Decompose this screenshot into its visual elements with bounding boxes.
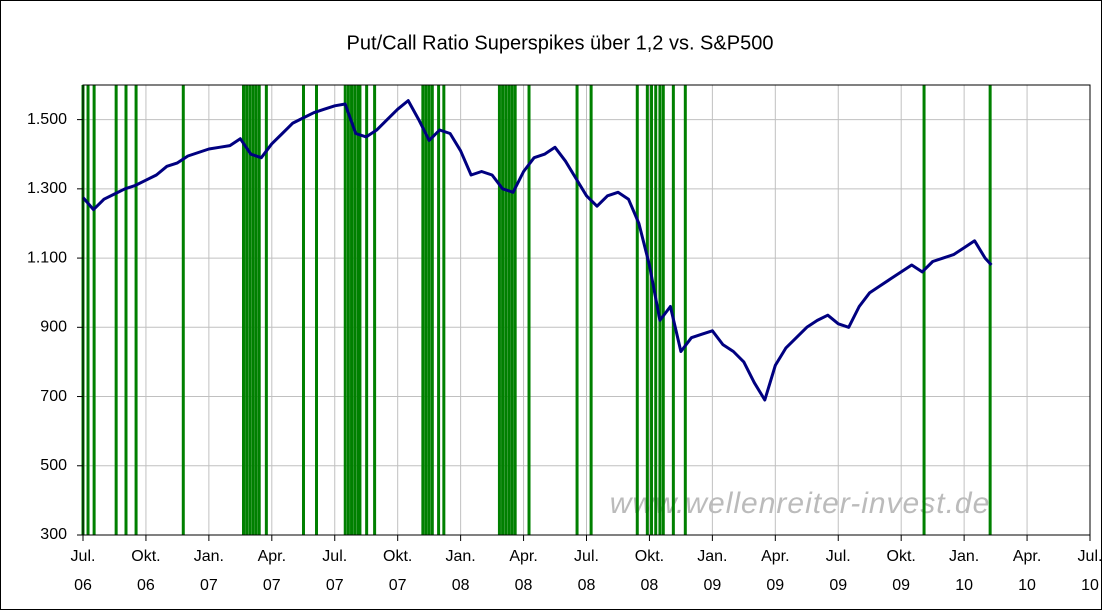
spike — [358, 85, 362, 535]
spike — [442, 85, 446, 535]
spike — [314, 85, 318, 535]
spike — [527, 85, 531, 535]
spike — [343, 85, 347, 535]
x-tick-label: Okt. 07 — [383, 548, 412, 594]
x-tick-label: Jan. 07 — [194, 548, 224, 594]
spike — [510, 85, 514, 535]
spike — [86, 85, 90, 535]
chart-title: Put/Call Ratio Superspikes über 1,2 vs. … — [347, 32, 774, 54]
spike — [350, 85, 354, 535]
spike — [353, 85, 357, 535]
spike — [988, 85, 992, 535]
spike — [365, 85, 369, 535]
spike — [504, 85, 508, 535]
spike — [650, 85, 654, 535]
watermark: www.wellenreiter-invest.de — [610, 487, 991, 520]
y-tick-label: 1.100 — [27, 249, 67, 266]
y-tick-label: 900 — [40, 319, 67, 336]
spike — [421, 85, 425, 535]
spike — [134, 85, 138, 535]
spike — [346, 85, 350, 535]
y-tick-label: 1.300 — [27, 180, 67, 197]
x-tick-label: Jan. 08 — [446, 548, 476, 594]
spike — [645, 85, 649, 535]
y-tick-label: 1.500 — [27, 111, 67, 128]
x-tick-label: Apr. 08 — [509, 548, 537, 594]
x-tick-label: Jan. 10 — [949, 548, 979, 594]
spike — [501, 85, 505, 535]
spike — [254, 85, 258, 535]
spike — [264, 85, 268, 535]
x-tick-label: Jul. 08 — [574, 548, 599, 594]
spike — [575, 85, 579, 535]
x-tick-label: Okt. 06 — [131, 548, 160, 594]
spike — [427, 85, 431, 535]
spike — [661, 85, 665, 535]
spike — [124, 85, 128, 535]
spike — [356, 85, 360, 535]
spike — [922, 85, 926, 535]
x-tick-label: Jul. 07 — [322, 548, 347, 594]
spike — [248, 85, 252, 535]
x-tick-label: Jul. 10 — [1078, 548, 1102, 594]
spike — [589, 85, 593, 535]
y-tick-label: 700 — [40, 388, 67, 405]
spike — [251, 85, 255, 535]
x-tick-label: Okt. 09 — [887, 548, 916, 594]
spike — [671, 85, 675, 535]
x-tick-label: Apr. 07 — [258, 548, 286, 594]
spike — [683, 85, 687, 535]
spike — [257, 85, 261, 535]
spike — [635, 85, 639, 535]
x-tick-label: Jan. 09 — [697, 548, 727, 594]
x-tick-label: Jul. 06 — [71, 548, 96, 594]
x-tick-label: Apr. 09 — [761, 548, 789, 594]
x-tick-label: Jul. 09 — [826, 548, 851, 594]
spike — [437, 85, 441, 535]
spike — [92, 85, 96, 535]
spike — [497, 85, 501, 535]
line — [81, 99, 993, 402]
spike — [241, 85, 245, 535]
x-tick-label: Apr. 10 — [1013, 548, 1041, 594]
spike — [507, 85, 511, 535]
spike — [430, 85, 434, 535]
spike — [245, 85, 249, 535]
spike — [301, 85, 305, 535]
plot-border — [82, 84, 1091, 536]
y-tick-label: 500 — [40, 457, 67, 474]
x-tick-label: Okt. 08 — [635, 548, 664, 594]
spike — [181, 85, 185, 535]
spike — [658, 85, 662, 535]
y-tick-label: 300 — [40, 526, 67, 543]
spike — [513, 85, 517, 535]
spike — [654, 85, 658, 535]
spike — [424, 85, 428, 535]
spike — [114, 85, 118, 535]
spike — [373, 85, 377, 535]
